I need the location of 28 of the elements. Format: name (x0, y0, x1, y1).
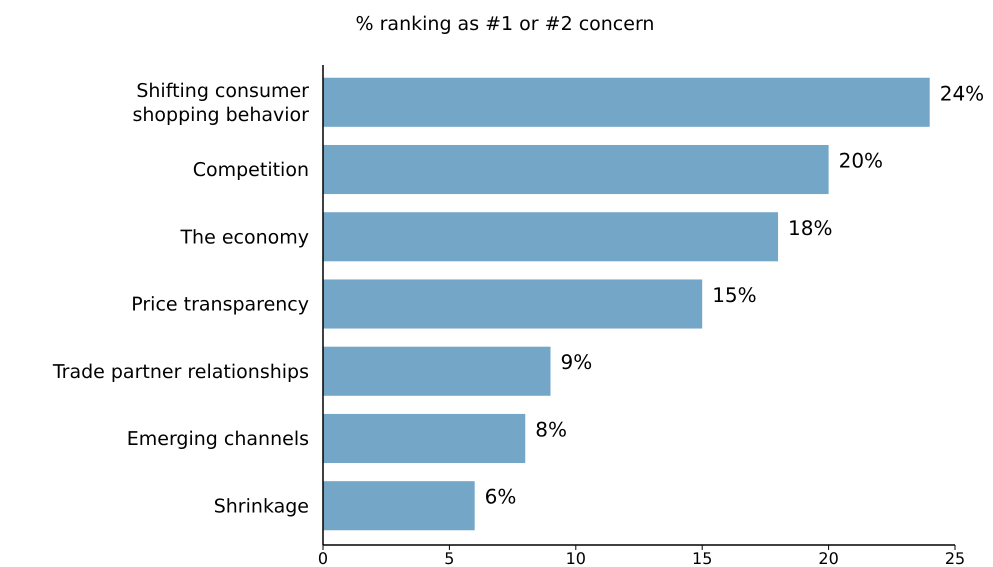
y-tick-label: Shifting consumer shopping behavior (132, 80, 310, 126)
y-tick-label: The economy (179, 226, 309, 248)
chart-title: % ranking as #1 or #2 concern (356, 13, 654, 35)
data-label: 20% (838, 148, 884, 173)
data-label: 15% (712, 283, 757, 307)
y-tick-label: Emerging channels (126, 428, 309, 450)
data-label: 24% (940, 81, 984, 106)
x-tick-label: 0 (318, 549, 328, 567)
data-label: 9% (560, 350, 592, 374)
data-label: 18% (788, 216, 832, 240)
x-tick-label: 15 (692, 549, 712, 567)
data-label: 8% (535, 417, 567, 442)
bar (323, 346, 551, 396)
y-tick-label: Trade partner relationships (52, 360, 309, 383)
y-tick-label: Competition (192, 159, 309, 182)
bar (323, 78, 930, 127)
bar (323, 212, 778, 262)
x-tick-label: 20 (818, 549, 839, 567)
y-tick-label: Price transparency (131, 294, 309, 316)
x-tick-label: 5 (444, 549, 454, 567)
y-tick-label: Shrinkage (214, 495, 309, 518)
bar (323, 144, 829, 194)
bar (323, 414, 526, 464)
data-label: 6% (484, 484, 516, 509)
bar (323, 481, 475, 530)
x-tick-label: 10 (566, 549, 586, 567)
x-tick-label: 25 (944, 549, 966, 567)
bar (323, 279, 702, 329)
